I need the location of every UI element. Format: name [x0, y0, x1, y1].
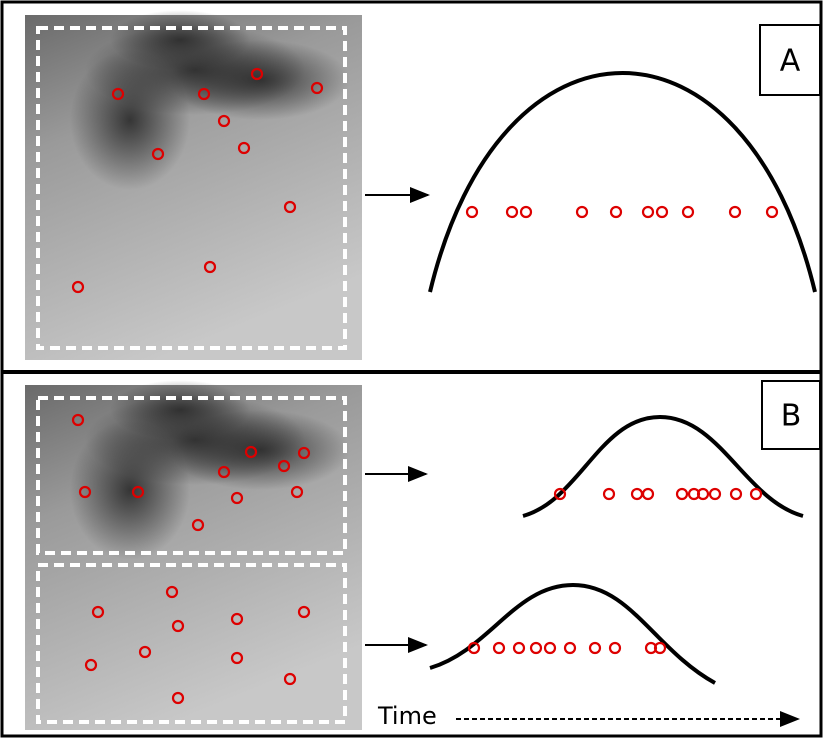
ridge [70, 420, 190, 560]
panel-label: B [781, 399, 802, 434]
ridge [110, 10, 250, 70]
ridge [110, 380, 250, 440]
ridge [70, 50, 190, 190]
diagram: A B Time [0, 0, 823, 738]
panel-label: A [780, 44, 801, 79]
time-label: Time [377, 702, 437, 730]
